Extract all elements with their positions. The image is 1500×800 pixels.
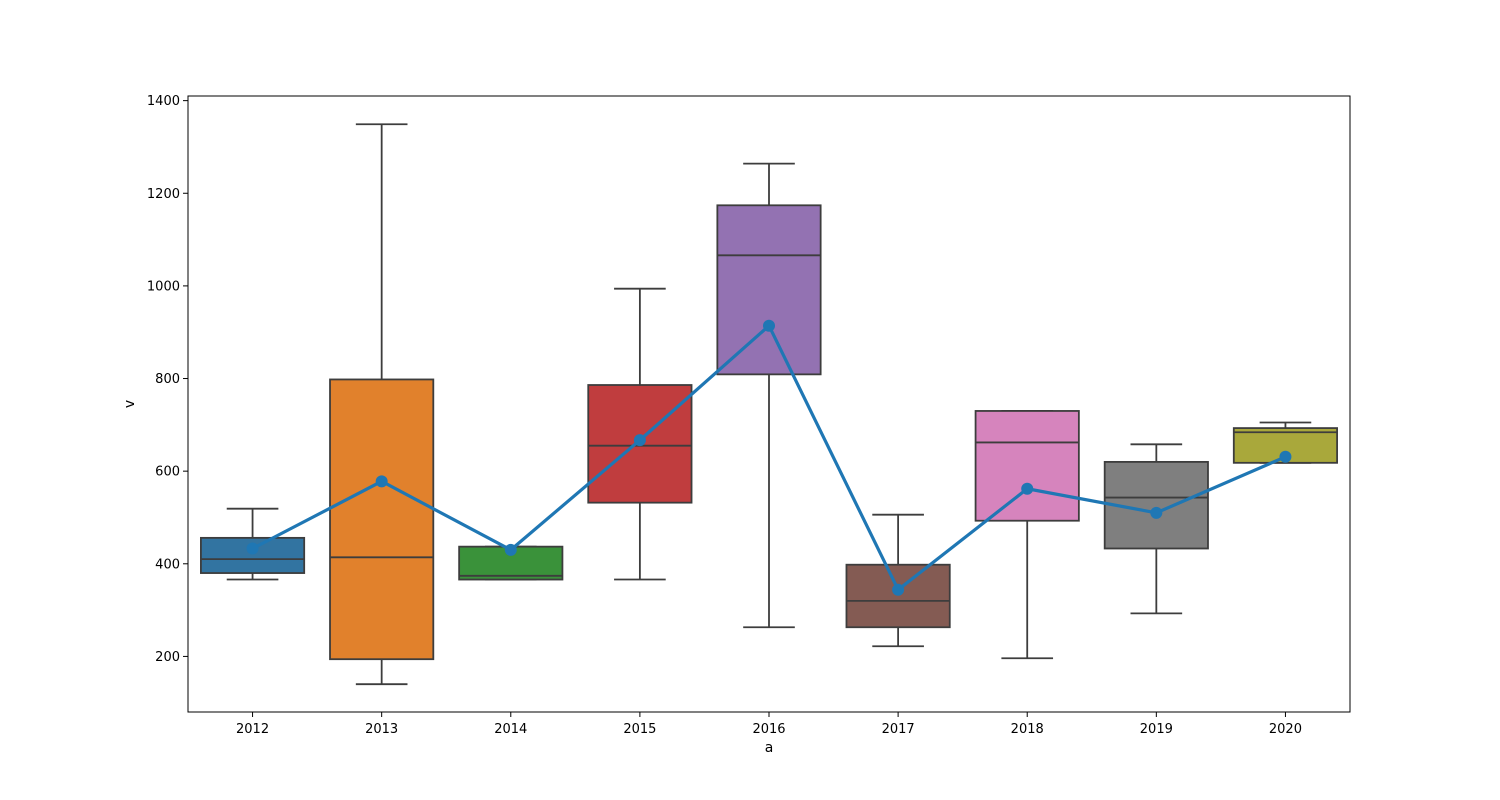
mean-point [246, 542, 259, 555]
box-body [845, 563, 951, 629]
mean-point [1150, 506, 1163, 519]
box-2018 [974, 410, 1080, 660]
box-body [974, 410, 1080, 522]
box-2019 [1103, 443, 1209, 615]
x-tick-label: 2020 [1269, 722, 1302, 737]
mean-point [892, 583, 905, 596]
y-axis-label: v [122, 400, 138, 408]
y-tick-label: 1200 [147, 187, 180, 202]
mean-point [504, 543, 517, 556]
y-tick-label: 1400 [147, 94, 180, 109]
x-tick-label: 2013 [365, 722, 398, 737]
boxes-layer [200, 123, 1338, 686]
mean-point [1021, 482, 1034, 495]
y-tick-label: 1000 [147, 279, 180, 294]
x-tick-label: 2019 [1140, 722, 1173, 737]
x-tick-label: 2017 [882, 722, 915, 737]
mean-point [763, 319, 775, 332]
box-2015 [587, 287, 693, 581]
y-tick-label: 800 [155, 372, 180, 387]
box-body [329, 378, 435, 661]
x-axis-label: a [765, 740, 774, 756]
x-tick-label: 2015 [623, 722, 656, 737]
mean-point [1279, 450, 1292, 463]
y-tick-label: 600 [155, 465, 180, 480]
box-2017 [845, 513, 951, 648]
box-body [716, 204, 822, 376]
x-tick-label: 2016 [752, 722, 785, 737]
box-2016 [716, 162, 822, 629]
mean-point [633, 434, 646, 447]
mean-line-layer [246, 319, 1292, 596]
box-2013 [329, 123, 435, 686]
y-tick-label: 200 [155, 650, 180, 665]
x-tick-label: 2018 [1011, 722, 1044, 737]
x-tick-label: 2012 [236, 722, 269, 737]
y-axis: 200 400 600 800 1000 1200 1400 [147, 94, 188, 665]
x-axis: 2012 2013 2014 2015 2016 2017 2018 2019 2020 [236, 712, 1302, 737]
y-tick-label: 400 [155, 557, 180, 572]
mean-point [375, 475, 388, 488]
x-tick-label: 2014 [494, 722, 527, 737]
